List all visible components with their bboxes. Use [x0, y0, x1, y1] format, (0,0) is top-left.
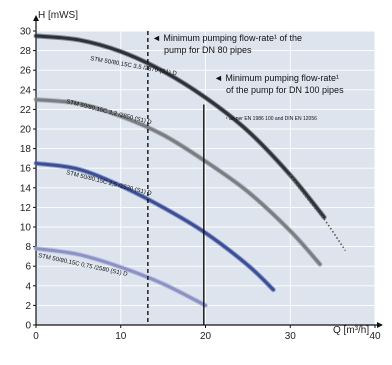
y-tick-label-5: 10 — [20, 223, 32, 234]
y-tick-label-9: 18 — [20, 144, 32, 155]
y-tick-label-12: 24 — [20, 85, 32, 96]
x-axis-arrow — [377, 322, 383, 328]
y-tick-label-11: 22 — [20, 105, 32, 116]
y-tick-label-2: 4 — [25, 281, 31, 292]
dn100-annotation-line1: ◄ Minimum pumping flow-rate¹ — [214, 73, 339, 83]
dn100-annotation-line2: of the pump for DN 100 pipes — [226, 85, 344, 95]
dn80-annotation-line2: pump for DN 80 pipes — [164, 45, 252, 55]
x-axis-title: Q [m³/h] — [333, 325, 369, 336]
x-tick-label-0: 0 — [33, 331, 39, 342]
norm-annotation: ¹ as per EN 1986 100 and DIN EN 12056 — [226, 116, 317, 122]
x-tick-label-4: 40 — [369, 331, 381, 342]
y-tick-label-7: 14 — [20, 183, 32, 194]
y-tick-label-13: 26 — [20, 66, 32, 77]
y-tick-label-1: 2 — [25, 301, 31, 312]
y-tick-label-10: 20 — [20, 125, 32, 136]
dn80-annotation-line1: ◄ Minimum pumping flow-rate¹ of the — [152, 33, 302, 43]
x-tick-label-1: 10 — [115, 331, 127, 342]
y-tick-label-15: 30 — [20, 27, 32, 38]
y-axis-title: H [mWS] — [38, 10, 78, 21]
y-tick-label-0: 0 — [25, 321, 31, 332]
x-tick-label-2: 20 — [200, 331, 212, 342]
y-tick-label-8: 16 — [20, 164, 32, 175]
y-tick-label-3: 6 — [25, 262, 31, 273]
y-tick-label-14: 28 — [20, 46, 32, 57]
y-tick-label-6: 12 — [20, 203, 32, 214]
x-tick-label-3: 30 — [285, 331, 297, 342]
y-tick-label-4: 8 — [25, 242, 31, 253]
